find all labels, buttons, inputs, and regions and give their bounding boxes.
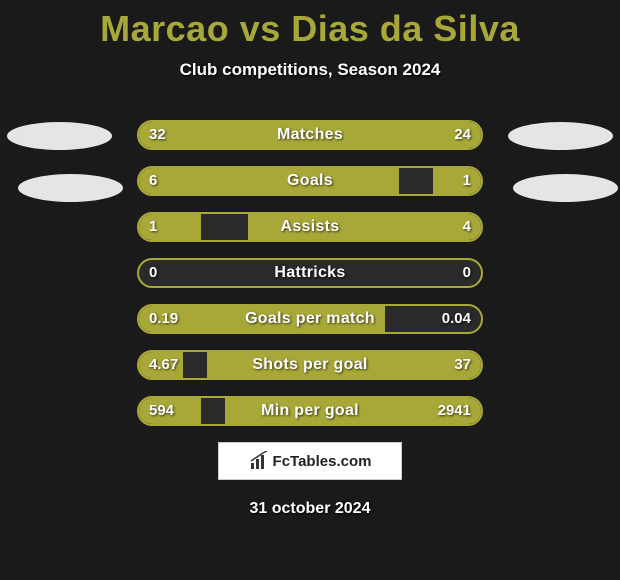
stat-value-right: 4: [463, 214, 471, 240]
stat-label: Goals per match: [139, 306, 481, 332]
stats-container: 32Matches246Goals11Assists40Hattricks00.…: [137, 120, 483, 442]
player-right-badge-2: [513, 174, 618, 202]
player-left-badge-1: [7, 122, 112, 150]
brand-icon: [249, 451, 269, 471]
player-right-badge-1: [508, 122, 613, 150]
stat-label: Min per goal: [139, 398, 481, 424]
stat-row: 6Goals1: [137, 166, 483, 196]
stat-label: Matches: [139, 122, 481, 148]
stat-label: Goals: [139, 168, 481, 194]
stat-label: Shots per goal: [139, 352, 481, 378]
stat-value-right: 37: [454, 352, 471, 378]
subtitle: Club competitions, Season 2024: [0, 60, 620, 80]
stat-row: 1Assists4: [137, 212, 483, 242]
stat-row: 0.19Goals per match0.04: [137, 304, 483, 334]
stat-value-right: 0: [463, 260, 471, 286]
player-left-badge-2: [18, 174, 123, 202]
page-title: Marcao vs Dias da Silva: [0, 0, 620, 50]
stat-row: 4.67Shots per goal37: [137, 350, 483, 380]
stat-row: 0Hattricks0: [137, 258, 483, 288]
brand-badge: FcTables.com: [218, 442, 402, 480]
stat-value-right: 24: [454, 122, 471, 148]
stat-row: 594Min per goal2941: [137, 396, 483, 426]
stat-row: 32Matches24: [137, 120, 483, 150]
stat-value-right: 1: [463, 168, 471, 194]
stat-value-right: 0.04: [442, 306, 471, 332]
footer-date: 31 october 2024: [0, 500, 620, 518]
brand-text: FcTables.com: [273, 453, 372, 470]
stat-label: Assists: [139, 214, 481, 240]
stat-value-right: 2941: [438, 398, 471, 424]
stat-label: Hattricks: [139, 260, 481, 286]
